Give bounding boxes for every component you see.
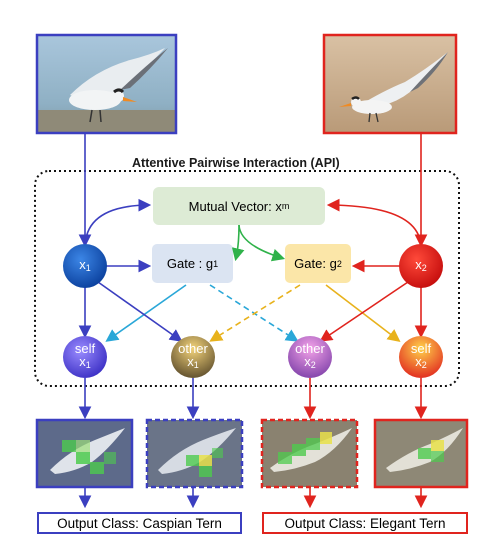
- edge-x2-mutual: [326, 198, 428, 258]
- x1-sub: 1: [85, 262, 91, 273]
- edge-gate1-self1: [105, 284, 187, 342]
- edge-x2-other2: [319, 281, 409, 342]
- self2-sub: 2: [421, 360, 427, 370]
- edge-x1-other1: [97, 281, 183, 342]
- x2-text: x: [415, 256, 422, 272]
- node-x2: [399, 244, 443, 288]
- other2-text: x: [304, 354, 311, 369]
- self1-label: self x1: [63, 336, 107, 378]
- heatmap-other2: [260, 418, 359, 489]
- heatmap-other1: [145, 418, 244, 489]
- self1-sub: 1: [85, 360, 91, 370]
- node-self2: [399, 336, 443, 378]
- other1-top: other: [178, 341, 208, 356]
- mutual-vector-sub: m: [281, 201, 290, 211]
- output-class-right: Output Class: Elegant Tern: [262, 512, 468, 534]
- self2-top: self: [410, 341, 432, 356]
- edge-x1-mutual: [78, 198, 152, 258]
- self1-top: self: [74, 341, 96, 356]
- edge-gate1-other2: [209, 284, 299, 342]
- diagram-title: Attentive Pairwise Interaction (API): [132, 156, 340, 170]
- gate2-text: Gate: g: [294, 256, 337, 271]
- input-image-left: [35, 33, 178, 135]
- self2-label: self x2: [399, 336, 443, 378]
- heatmap-self1: [35, 418, 134, 489]
- output-class-left: Output Class: Caspian Tern: [37, 512, 242, 534]
- mutual-vector-box: [153, 187, 325, 225]
- mutual-vector-text: Mutual Vector: x: [188, 198, 282, 214]
- node-other2: [288, 336, 332, 378]
- node-x1: [63, 244, 107, 288]
- gate2-sub: 2: [336, 258, 342, 269]
- other2-label: other x2: [288, 336, 332, 378]
- self2-text: x: [415, 354, 422, 369]
- edge-mutual-gate1: [231, 224, 245, 262]
- x1-text: x: [79, 256, 86, 272]
- api-module-boundary: [34, 170, 460, 387]
- other2-top: other: [295, 341, 325, 356]
- heatmap-self2: [373, 418, 469, 489]
- x2-sub: 2: [421, 262, 427, 273]
- edge-gate2-other1: [209, 284, 301, 342]
- x1-label: x1: [63, 244, 107, 288]
- other1-label: other x1: [171, 336, 215, 378]
- gate1-sub: 1: [213, 258, 219, 269]
- edge-mutual-gate2: [238, 224, 286, 262]
- other1-sub: 1: [193, 360, 199, 370]
- gate1-text: Gate : g: [166, 256, 214, 271]
- node-self1: [63, 336, 107, 378]
- gate1-box: [152, 244, 233, 283]
- self1-text: x: [79, 354, 86, 369]
- other1-text: x: [187, 354, 194, 369]
- x2-label: x2: [399, 244, 443, 288]
- other2-sub: 2: [310, 360, 316, 370]
- node-other1: [171, 336, 215, 378]
- input-image-right: [322, 33, 458, 135]
